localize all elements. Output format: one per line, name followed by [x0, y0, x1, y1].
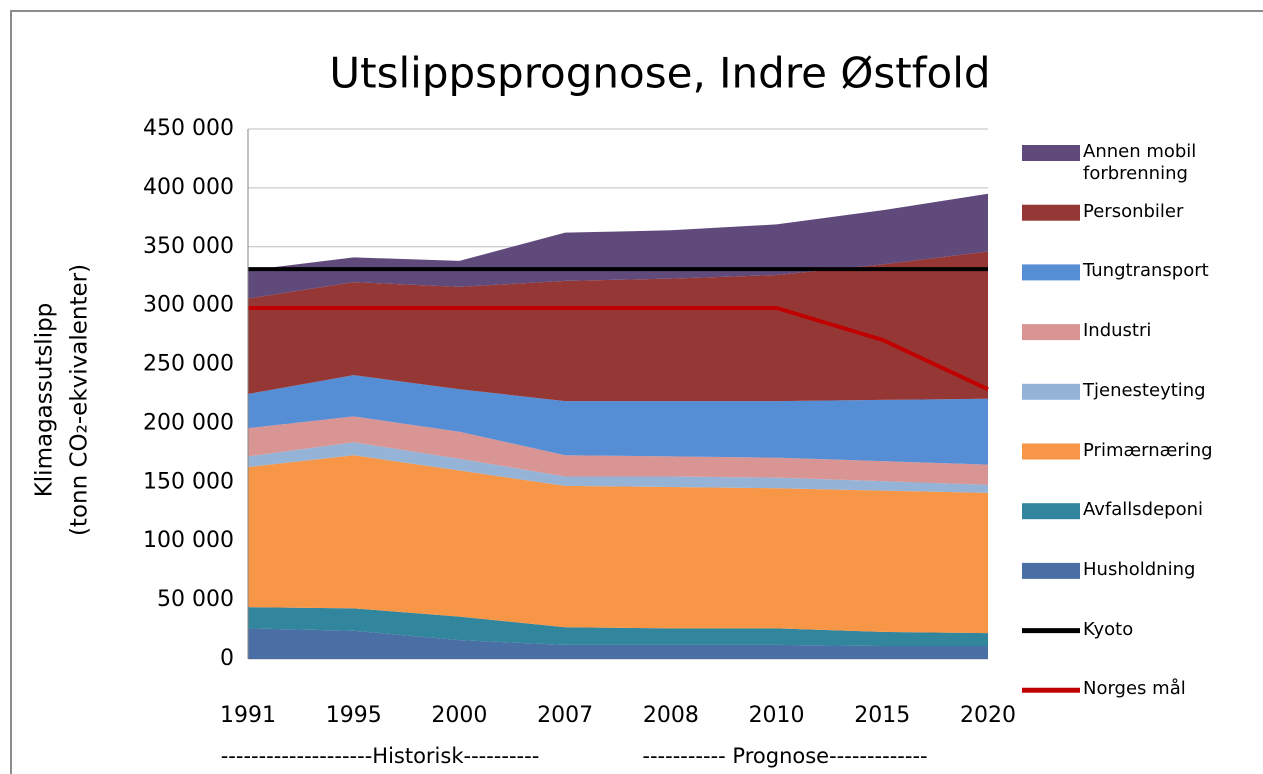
legend-label: Primærnæring: [1083, 439, 1213, 461]
x-tick-label: 1991: [220, 703, 276, 728]
legend-swatch: [1022, 443, 1080, 460]
legend-label: Industri: [1083, 320, 1152, 342]
x-tick-label: 2010: [749, 703, 805, 728]
y-axis-label: Klimagassutslipp: [32, 303, 58, 498]
x-tick-label: 2020: [960, 703, 1016, 728]
x-tick-label: 2015: [854, 703, 910, 728]
legend-label: Personbiler: [1083, 200, 1184, 222]
legend-swatch: [1022, 383, 1080, 400]
legend-label: Kyoto: [1083, 618, 1134, 640]
y-tick-label: 250 000: [143, 352, 234, 377]
chart-frame: [10, 10, 1263, 774]
area: [248, 628, 988, 659]
chart-title: Utslippsprognose, Indre Østfold: [329, 49, 990, 98]
y-tick-label: 0: [220, 646, 234, 671]
legend-label: Annen mobil forbrenning: [1083, 141, 1197, 184]
legend-swatch: [1022, 264, 1080, 281]
area: [248, 442, 988, 493]
y-tick-label: 200 000: [143, 410, 234, 435]
annotation: ----------- Prognose-------------: [642, 744, 927, 768]
x-tick-label: 2008: [643, 703, 699, 728]
y-tick-label: 50 000: [157, 587, 234, 612]
area: [248, 193, 988, 299]
legend-label: Husholdning: [1083, 558, 1196, 580]
y-tick-label: 450 000: [143, 116, 234, 141]
annotation: --------------------Historisk----------: [221, 744, 540, 768]
y-axis-label: (tonn CO₂-ekvivalenter): [67, 264, 93, 536]
y-tick-label: 300 000: [143, 293, 234, 318]
legend-swatch: [1022, 145, 1080, 161]
y-tick-label: 100 000: [143, 528, 234, 553]
x-tick-label: 1995: [326, 703, 382, 728]
legend-label: Avfallsdeponi: [1083, 499, 1204, 521]
x-tick-label: 2007: [537, 703, 593, 728]
legend-swatch: [1022, 562, 1080, 579]
legend-label: Norges mål: [1083, 678, 1186, 700]
legend-label: Tjenesteyting: [1083, 379, 1206, 401]
area: [248, 375, 988, 465]
area: [248, 607, 988, 647]
line: [248, 306, 989, 392]
area: [248, 416, 988, 485]
y-tick-label: 150 000: [143, 469, 234, 494]
legend-swatch: [1022, 204, 1080, 221]
legend-swatch: [1022, 324, 1080, 341]
legend-swatch: [1022, 503, 1080, 520]
legend-label: Tungtransport: [1083, 260, 1209, 282]
area: [248, 455, 988, 634]
y-tick-label: 350 000: [143, 234, 234, 259]
area: [248, 251, 988, 402]
y-tick-label: 400 000: [143, 175, 234, 200]
x-tick-label: 2000: [431, 703, 487, 728]
